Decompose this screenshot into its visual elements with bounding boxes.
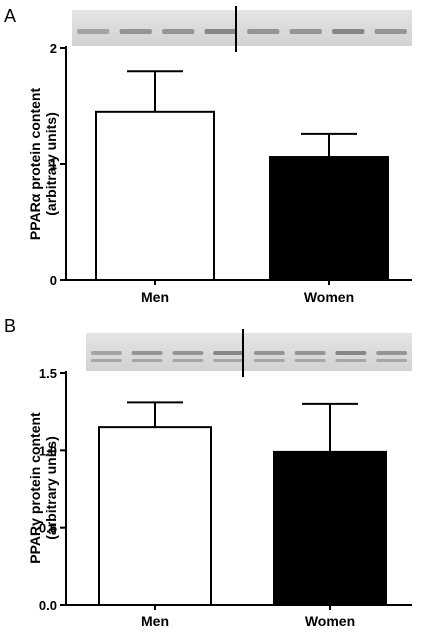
blot-band	[294, 351, 326, 355]
blot-band	[119, 29, 152, 34]
blot-band	[172, 351, 204, 355]
western-blot-b	[86, 329, 412, 377]
y-axis-label-b-line1: PPARγ protein content	[27, 412, 43, 564]
bar-women	[269, 156, 389, 281]
blot-band	[335, 351, 367, 355]
blot-band	[162, 29, 195, 34]
y-tick-label: 2	[50, 41, 57, 56]
blot-band-lower	[90, 359, 122, 362]
y-tick-label: 1	[50, 157, 57, 172]
blot-band	[247, 29, 280, 34]
bar-women	[273, 450, 387, 606]
blot-band-lower	[294, 359, 326, 362]
bar-chart-b: 0.0 0.5 1.0 1.5 Men Women	[39, 366, 412, 629]
y-axis-label-b-line2: (arbitrary units)	[43, 436, 59, 539]
blot-band	[90, 351, 122, 355]
blot-band	[131, 351, 163, 355]
bar-men	[95, 110, 215, 281]
blot-band-lower	[376, 359, 408, 362]
category-label-men: Men	[141, 289, 169, 305]
blot-band	[204, 29, 237, 34]
panel-a: A 0 1 2 Men Women PPARα protein content (arb…	[4, 6, 412, 305]
bar-chart-a: 0 1 2 Men Women	[50, 41, 412, 305]
blot-band-lower	[335, 359, 367, 362]
blot-band	[289, 29, 322, 34]
blot-band	[374, 29, 407, 34]
blot-band-lower	[131, 359, 163, 362]
category-label-women: Women	[304, 289, 354, 305]
y-tick-label: 0.0	[39, 598, 57, 613]
blot-band-lower	[213, 359, 245, 362]
western-blot-a	[72, 6, 412, 52]
blot-band	[77, 29, 110, 34]
category-label-women: Women	[305, 613, 355, 629]
panel-b-letter: B	[4, 316, 16, 336]
blot-band	[213, 351, 245, 355]
panel-b: B 0.0 0.5 1.0 1.5 Men Women PPARγ protein con…	[4, 316, 412, 629]
blot-band	[253, 351, 285, 355]
category-label-men: Men	[141, 613, 169, 629]
y-axis-label-a-line1: PPARα protein content	[27, 88, 43, 241]
bar-men	[98, 426, 212, 606]
blot-band	[376, 351, 408, 355]
blot-band-lower	[253, 359, 285, 362]
y-tick-label: 1.5	[39, 366, 57, 381]
y-tick-label: 1.0	[39, 443, 57, 458]
panel-a-letter: A	[4, 6, 16, 26]
blot-background	[72, 10, 412, 46]
blot-band-lower	[172, 359, 204, 362]
blot-band	[332, 29, 365, 34]
y-tick-label: 0.5	[39, 521, 57, 536]
y-axis-label-a-line2: (arbitrary units)	[43, 112, 59, 215]
y-tick-label: 0	[50, 273, 57, 288]
